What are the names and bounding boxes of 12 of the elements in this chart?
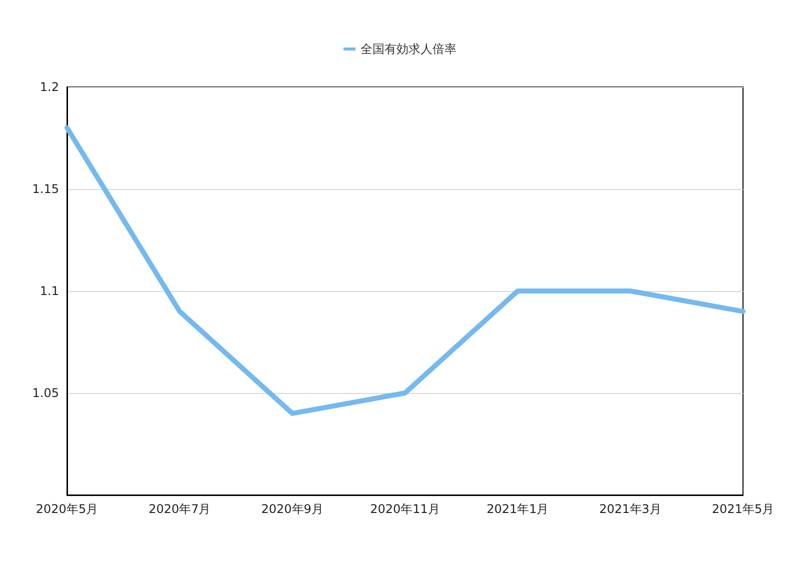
x-tick-label: 2020年11月 (370, 502, 440, 516)
y-tick-label: 1.2 (40, 80, 59, 94)
y-tick-label: 1.1 (40, 284, 59, 298)
y-tick-label: 1.05 (32, 386, 59, 400)
x-tick-label: 2021年5月 (712, 502, 774, 516)
x-tick-label: 2021年3月 (599, 502, 662, 516)
x-tick-label: 2020年9月 (261, 502, 324, 516)
y-tick-label: 1.15 (32, 182, 59, 196)
x-tick-label: 2021年1月 (486, 502, 549, 516)
legend-label: 全国有効求人倍率 (360, 42, 456, 56)
x-tick-label: 2020年7月 (148, 502, 211, 516)
x-tick-label: 2020年5月 (36, 502, 98, 516)
